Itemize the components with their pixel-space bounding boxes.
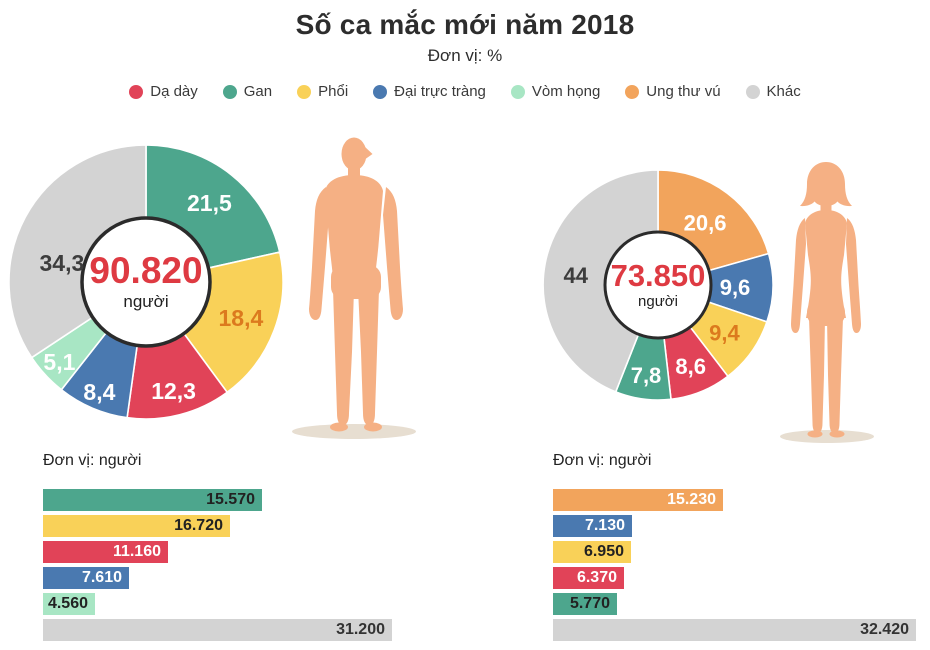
bar-value-label: 16.720 [174,517,223,534]
male-donut-svg: 21,5 18,4 12,3 8,4 5,1 34,3 [9,145,283,419]
unit-percent-label: Đơn vị: % [427,46,503,65]
legend-label: Ung thư vú [646,83,721,100]
pie-slice-label: 12,3 [151,378,196,404]
legend-label: Khác [766,83,801,100]
legend-label: Vòm họng [531,83,601,100]
bar: 15.570 [43,489,262,511]
legend-label: Phổi [318,83,349,100]
bar-value-label: 31.200 [336,621,385,638]
bar-row: 5.770 [553,593,930,615]
pie-slice-label: 5,1 [43,349,75,375]
female-bar-rows: 15.230 7.130 6.950 6.370 5.770 32.420 [553,489,930,641]
pie-slice-label: 8,4 [83,379,115,405]
bar-value-label: 15.570 [206,491,255,508]
bar-value-label: 6.370 [576,569,617,586]
legend-swatch-icon [129,84,144,99]
bar: 11.160 [43,541,168,563]
bar: 7.610 [43,567,129,589]
legend-item: Dạ dày [129,83,198,100]
pie-slice-label: 8,6 [675,354,706,379]
legend-item: Gan [222,83,273,100]
bar-row: 6.950 [553,541,930,563]
female-figure-shadow [780,430,874,443]
bar-row: 11.160 [43,541,443,563]
male-silhouette-icon [306,136,406,438]
bar: 4.560 [43,593,95,615]
legend-label: Đại trực tràng [394,83,486,100]
pie-slice-label: 7,8 [631,363,662,388]
female-donut-svg: 20,6 9,6 9,48,6 7,8 44 [543,170,773,400]
bar-value-label: 7.130 [584,517,625,534]
pie-slice-label: 34,3 [40,250,85,276]
pie-slice-label: 44 [564,263,589,288]
male-bars-unit-label: Đơn vị: người [43,452,142,469]
bar: 31.200 [43,619,392,641]
bar-value-label: 4.560 [47,595,88,612]
legend-swatch-icon [222,84,237,99]
bar-row: 15.230 [553,489,930,511]
bar: 32.420 [553,619,916,641]
bar-row: 31.200 [43,619,443,641]
male-bar-rows: 15.570 16.720 11.160 7.610 4.560 31.200 [43,489,443,641]
bar-row: 32.420 [553,619,930,641]
bar: 6.950 [553,541,631,563]
pie-slice [543,170,659,393]
legend-item: Khác [745,83,801,100]
bar-row: 7.610 [43,567,443,589]
page-title: Số ca mắc mới năm 2018 [295,9,635,40]
male-bar-chart: Đơn vị: người 15.570 16.720 11.160 7.610 4.5… [43,452,443,645]
bar: 5.770 [553,593,617,615]
pie-slice-label: 9,4 [709,321,740,346]
bar-value-label: 11.160 [112,543,161,560]
legend-swatch-icon [625,84,640,99]
male-figure-shadow [292,424,416,439]
female-silhouette-icon [786,159,866,441]
bar: 7.130 [553,515,632,537]
legend-swatch-icon [745,84,760,99]
bar-row: 7.130 [553,515,930,537]
donut-center-circle [80,216,212,348]
pie-slice-label: 20,6 [684,211,727,236]
female-donut-chart: 20,6 9,6 9,4 8,6 7,8 44 73.850 người [543,170,773,400]
legend-item: Ung thư vú [625,83,721,100]
legend-item: Phổi [297,83,348,100]
legend-label: Dạ dày [150,83,198,100]
female-bars-unit-label: Đơn vị: người [553,452,652,469]
bar: 15.230 [553,489,723,511]
legend-swatch-icon [297,84,312,99]
legend-label: Gan [243,83,273,100]
bar-value-label: 15.230 [667,491,716,508]
legend-swatch-icon [373,84,388,99]
bar-row: 16.720 [43,515,443,537]
pie-slice-label: 9,6 [720,275,751,300]
female-bar-chart: Đơn vị: người 15.230 7.130 6.950 6.370 5.770… [553,452,930,645]
male-donut-chart: 21,5 18,4 12,3 8,4 5,1 34,3 90.820 người [9,145,283,419]
bar-row: 15.570 [43,489,443,511]
pie-slice-label: 18,4 [219,305,264,331]
bar-value-label: 32.420 [860,621,909,638]
bar: 16.720 [43,515,230,537]
bar-value-label: 5.770 [569,595,610,612]
donut-center-circle [603,230,713,340]
legend-swatch-icon [510,84,525,99]
bar-value-label: 7.610 [81,569,122,586]
pie-slice-label: 21,5 [187,190,232,216]
bar: 6.370 [553,567,624,589]
bar-row: 6.370 [553,567,930,589]
bar-value-label: 6.950 [583,543,624,560]
legend-item: Vòm họng [510,83,601,100]
legend: Dạ dày Gan Phổi Đại trực tràng Vòm họng Ung t… [0,83,930,100]
legend-item: Đại trực tràng [373,83,486,100]
bar-row: 4.560 [43,593,443,615]
